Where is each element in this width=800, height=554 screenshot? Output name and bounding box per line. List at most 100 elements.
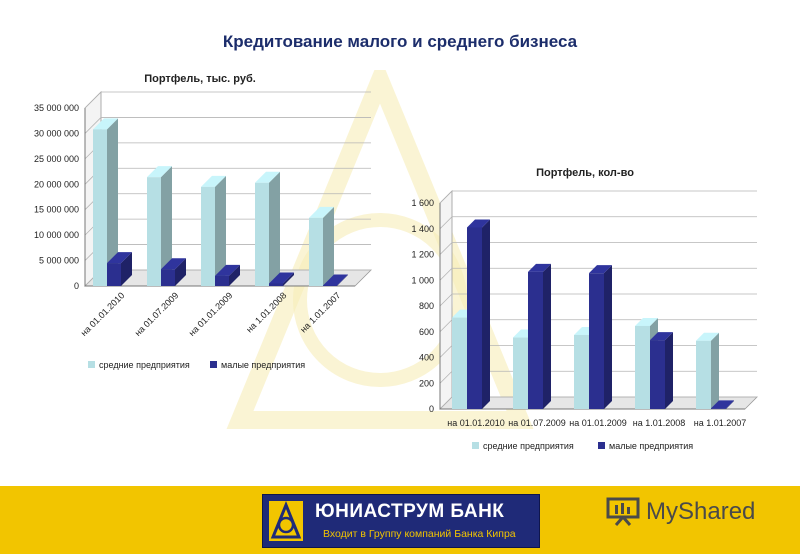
chart-title: Портфель, тыс. руб. <box>144 73 256 85</box>
footer-bar: ЮНИАСТРУМ БАНК Входит в Группу компаний … <box>0 486 800 554</box>
x-tick-label: на 1.01.2007 <box>694 418 747 428</box>
bar-top <box>528 263 551 272</box>
bar-front <box>635 325 650 409</box>
bar-side <box>283 272 294 286</box>
bar-top <box>589 265 612 274</box>
bar-small <box>269 272 294 286</box>
bar-medium <box>309 206 334 286</box>
x-tick-label: на 1.01.2008 <box>633 418 686 428</box>
bar-side <box>665 332 673 409</box>
bar-front <box>147 177 161 286</box>
bar-small <box>215 264 240 286</box>
bar-medium <box>93 118 118 286</box>
bar-side <box>711 332 719 409</box>
bar-small <box>107 252 132 286</box>
gridline <box>439 267 757 281</box>
x-tick-label: на 01.01.2009 <box>569 418 627 428</box>
y-tick-label: 600 <box>419 327 434 337</box>
bar-top <box>215 264 240 276</box>
bar-medium <box>201 175 226 286</box>
bar-side <box>543 263 551 409</box>
bar-top <box>696 332 719 341</box>
y-tick-label: 1 200 <box>411 250 434 260</box>
y-tick-label: 10 000 000 <box>34 230 79 240</box>
bar-front <box>711 408 726 409</box>
bar-side <box>175 258 186 286</box>
bar-top <box>161 258 186 270</box>
legend-swatch <box>472 442 479 449</box>
gridline <box>439 216 757 230</box>
bar-small <box>589 265 612 409</box>
bar-front <box>696 340 711 409</box>
bar-front <box>201 186 215 286</box>
bar-top <box>650 332 673 341</box>
bar-front <box>323 285 337 286</box>
legend-swatch <box>210 361 217 368</box>
bar-small <box>161 258 186 286</box>
bar-top <box>201 175 226 187</box>
y-tick-label: 200 <box>419 378 434 388</box>
bar-side <box>482 219 490 409</box>
y-tick-label: 0 <box>74 281 79 291</box>
slide-title: Кредитование малого и среднего бизнеса <box>222 32 578 51</box>
bar-small <box>711 400 734 409</box>
y-tick-label: 35 000 000 <box>34 103 79 113</box>
legend-swatch <box>598 442 605 449</box>
y-tick-label: 30 000 000 <box>34 128 79 138</box>
bar-medium <box>147 166 172 286</box>
gridline <box>439 242 757 255</box>
y-tick-label: 800 <box>419 301 434 311</box>
bar-front <box>650 340 665 409</box>
y-tick-label: 15 000 000 <box>34 205 79 215</box>
gridline <box>439 293 757 307</box>
bar-top <box>309 206 334 218</box>
bar-side <box>107 118 118 286</box>
y-tick-label: 400 <box>419 353 434 363</box>
bank-emblem-icon <box>269 501 303 541</box>
brand-text: MyShared <box>646 498 756 525</box>
bar-top <box>467 219 490 228</box>
bar-medium <box>696 332 719 409</box>
bank-name: ЮНИАСТРУМ БАНК <box>315 501 505 522</box>
bar-small <box>650 332 673 409</box>
bar-small <box>528 263 551 409</box>
bar-front <box>513 337 528 409</box>
bar-top <box>635 317 658 326</box>
x-tick-label: на 01.07.2009 <box>508 418 566 428</box>
bar-front <box>467 227 482 409</box>
bar-front <box>452 317 467 409</box>
gridline <box>84 117 371 134</box>
bar-small <box>467 219 490 409</box>
bar-top <box>323 274 348 286</box>
bar-front <box>574 334 589 409</box>
bar-medium <box>255 171 280 286</box>
bar-top <box>93 118 118 130</box>
y-tick-label: 1 000 <box>411 275 434 285</box>
bar-front <box>93 129 107 286</box>
bar-front <box>589 273 604 409</box>
bar-top <box>147 166 172 178</box>
presentation-icon <box>606 497 640 526</box>
x-tick-label: на 01.01.2010 <box>447 418 505 428</box>
bar-top <box>107 252 132 264</box>
bar-side <box>337 274 348 286</box>
chart-title: Портфель, кол-во <box>536 167 634 179</box>
bar-front <box>269 283 283 286</box>
chart-portfolio-count: Портфель, кол-во 1 600 1 400 1 200 1 000 800 6… <box>411 167 758 451</box>
bar-top <box>255 171 280 183</box>
bar-side <box>161 166 172 286</box>
bar-side <box>269 171 280 286</box>
bar-front <box>255 182 269 286</box>
bar-side <box>215 175 226 286</box>
legend-label: малые предприятия <box>609 441 693 451</box>
bar-front <box>528 271 543 409</box>
y-tick-label: 25 000 000 <box>34 154 79 164</box>
bar-small <box>323 274 348 286</box>
bar-top <box>711 400 734 409</box>
bar-side <box>323 206 334 286</box>
bank-logo[interactable]: ЮНИАСТРУМ БАНК Входит в Группу компаний … <box>262 494 540 548</box>
legend-label: средние предприятия <box>483 441 574 451</box>
gridline <box>84 91 371 109</box>
y-tick-label: 5 000 000 <box>39 256 79 266</box>
bar-front <box>161 269 175 286</box>
